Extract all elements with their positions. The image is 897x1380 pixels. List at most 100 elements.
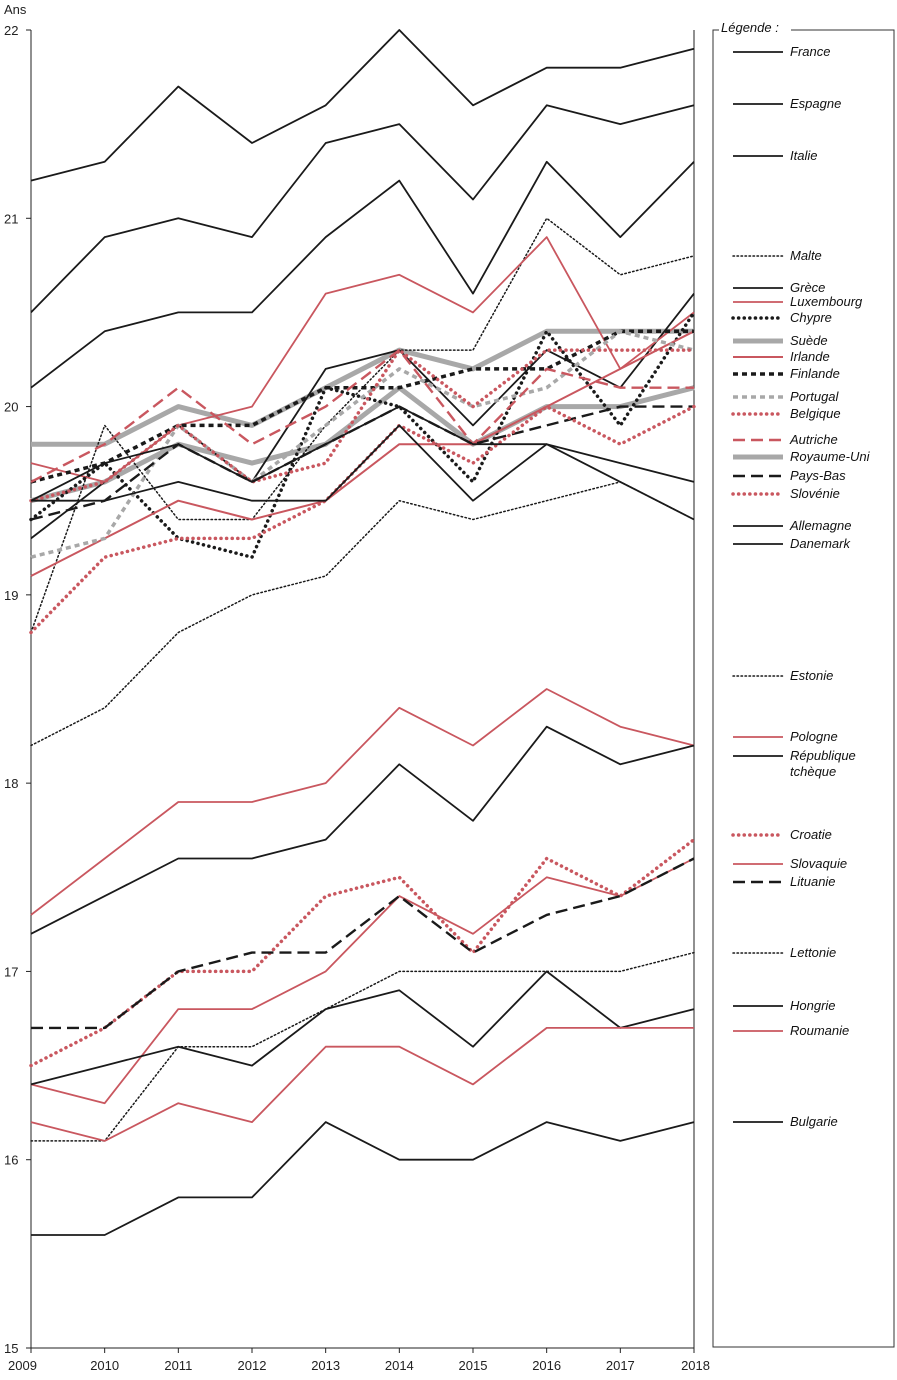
legend-label: Suède bbox=[790, 333, 828, 348]
legend-label: Pays-Bas bbox=[790, 468, 846, 483]
legend-label: Slovénie bbox=[790, 486, 840, 501]
series-line-royaume-uni bbox=[30, 385, 695, 504]
legend-item-autriche: Autriche bbox=[733, 432, 838, 447]
legend-item-italie: Italie bbox=[733, 148, 817, 163]
legend-label: tchèque bbox=[790, 764, 836, 779]
legend-label: Slovaquie bbox=[790, 856, 847, 871]
legend-label: Bulgarie bbox=[790, 1114, 838, 1129]
x-tick-label: 2015 bbox=[459, 1358, 488, 1373]
legend-item-irlande: Irlande bbox=[733, 349, 830, 364]
legend-label: Espagne bbox=[790, 96, 841, 111]
axes: 15 16 17 18 19 20 21 22 2009 2010 2011 2012 2013 2014… bbox=[4, 23, 710, 1373]
legend-item-croatie: Croatie bbox=[731, 827, 832, 842]
legend-item-hongrie: Hongrie bbox=[733, 998, 836, 1013]
legend-item-pays-bas: Pays-Bas bbox=[733, 468, 846, 483]
legend-title-bg bbox=[719, 18, 791, 36]
series-line-lettonie bbox=[30, 951, 695, 1142]
series-line-bulgarie bbox=[31, 1121, 695, 1236]
series-line-slovenie bbox=[29, 404, 696, 635]
y-tick-label: 21 bbox=[4, 211, 18, 226]
series-line-lituanie bbox=[31, 857, 695, 1030]
legend-label: Malte bbox=[790, 248, 822, 263]
legend-item-lituanie: Lituanie bbox=[733, 874, 836, 889]
legend-label: Portugal bbox=[790, 389, 840, 404]
series-line-pologne bbox=[30, 688, 695, 916]
legend-item-allemagne: Allemagne bbox=[733, 518, 851, 533]
series-layer bbox=[29, 29, 696, 1236]
y-axis-label: Ans bbox=[4, 2, 27, 17]
x-tick-label: 2011 bbox=[164, 1358, 192, 1373]
legend-label: Lituanie bbox=[790, 874, 836, 889]
legend-item-chypre: Chypre bbox=[731, 310, 832, 325]
series-line-croatie bbox=[29, 837, 696, 1068]
series-line-espagne bbox=[30, 104, 695, 314]
series-line-hongrie bbox=[30, 970, 695, 1086]
x-tick-label: 2012 bbox=[238, 1358, 267, 1373]
series-line-irlande bbox=[30, 330, 695, 577]
y-tick-label: 16 bbox=[4, 1153, 18, 1168]
series-line-italie bbox=[30, 160, 695, 389]
legend-label: France bbox=[790, 44, 830, 59]
y-tick-label: 22 bbox=[4, 23, 18, 38]
legend-item-slovenie: Slovénie bbox=[731, 486, 840, 501]
legend-item-slovaquie: Slovaquie bbox=[733, 856, 847, 871]
series-line-republique-tcheque bbox=[30, 725, 695, 935]
x-tick-label: 2010 bbox=[90, 1358, 119, 1373]
legend-item-danemark: Danemark bbox=[733, 536, 851, 551]
legend-label: Chypre bbox=[790, 310, 832, 325]
legend-label: Luxembourg bbox=[790, 294, 863, 309]
x-tick-label: 2017 bbox=[606, 1358, 635, 1373]
legend-label: Estonie bbox=[790, 668, 833, 683]
x-tick-label: 2016 bbox=[532, 1358, 561, 1373]
x-tick-label: 2014 bbox=[385, 1358, 414, 1373]
legend-item-lettonie: Lettonie bbox=[732, 945, 836, 960]
series-line-suede bbox=[31, 328, 694, 447]
y-tick-label: 18 bbox=[4, 776, 18, 791]
legend-label: Croatie bbox=[790, 827, 832, 842]
legend-label: Lettonie bbox=[790, 945, 836, 960]
legend-label: Autriche bbox=[789, 432, 838, 447]
series-line-france bbox=[30, 29, 695, 182]
legend-label: Finlande bbox=[790, 366, 840, 381]
legend-label: Danemark bbox=[790, 536, 851, 551]
legend-item-malte: Malte bbox=[732, 248, 822, 263]
legend-item-finlande: Finlande bbox=[733, 366, 840, 381]
legend-label: Allemagne bbox=[789, 518, 851, 533]
legend-item-grece: Grèce bbox=[733, 280, 825, 295]
legend-item-estonie: Estonie bbox=[732, 668, 833, 683]
y-tick-label: 20 bbox=[4, 400, 18, 415]
legend-item-pologne: Pologne bbox=[733, 729, 838, 744]
y-tick-label: 17 bbox=[4, 964, 18, 979]
legend-label: Belgique bbox=[790, 406, 841, 421]
legend: Légende : FranceEspagneItalieMalteGrèceL… bbox=[712, 18, 895, 1348]
series-line-estonie bbox=[30, 481, 695, 747]
series-line-allemagne bbox=[30, 405, 695, 502]
series-line-slovaquie bbox=[30, 857, 695, 1105]
legend-item-portugal: Portugal bbox=[733, 389, 840, 404]
x-tick-label: 2018 bbox=[681, 1358, 710, 1373]
legend-label: Royaume-Uni bbox=[790, 449, 871, 464]
legend-item-france: France bbox=[733, 44, 830, 59]
legend-label: Irlande bbox=[790, 349, 830, 364]
series-line-pays-bas bbox=[30, 405, 694, 521]
y-tick-label: 19 bbox=[4, 588, 18, 603]
y-tick-label: 15 bbox=[4, 1341, 18, 1356]
legend-label: Italie bbox=[790, 148, 817, 163]
series-line-autriche bbox=[30, 348, 694, 483]
series-line-portugal bbox=[30, 329, 695, 559]
legend-item-luxembourg: Luxembourg bbox=[733, 294, 863, 309]
x-tick-label: 2013 bbox=[311, 1358, 340, 1373]
legend-item-belgique: Belgique bbox=[731, 406, 841, 421]
legend-label: Grèce bbox=[790, 280, 825, 295]
series-line-danemark bbox=[31, 424, 695, 521]
series-line-roumanie bbox=[30, 1027, 694, 1142]
legend-label: République bbox=[790, 748, 856, 763]
legend-item-espagne: Espagne bbox=[733, 96, 841, 111]
x-tick-label: 2009 bbox=[8, 1358, 37, 1373]
legend-item-suede: Suède bbox=[733, 333, 828, 348]
legend-frame bbox=[712, 29, 895, 1348]
legend-item-bulgarie: Bulgarie bbox=[733, 1114, 838, 1129]
legend-title: Légende : bbox=[721, 20, 779, 35]
